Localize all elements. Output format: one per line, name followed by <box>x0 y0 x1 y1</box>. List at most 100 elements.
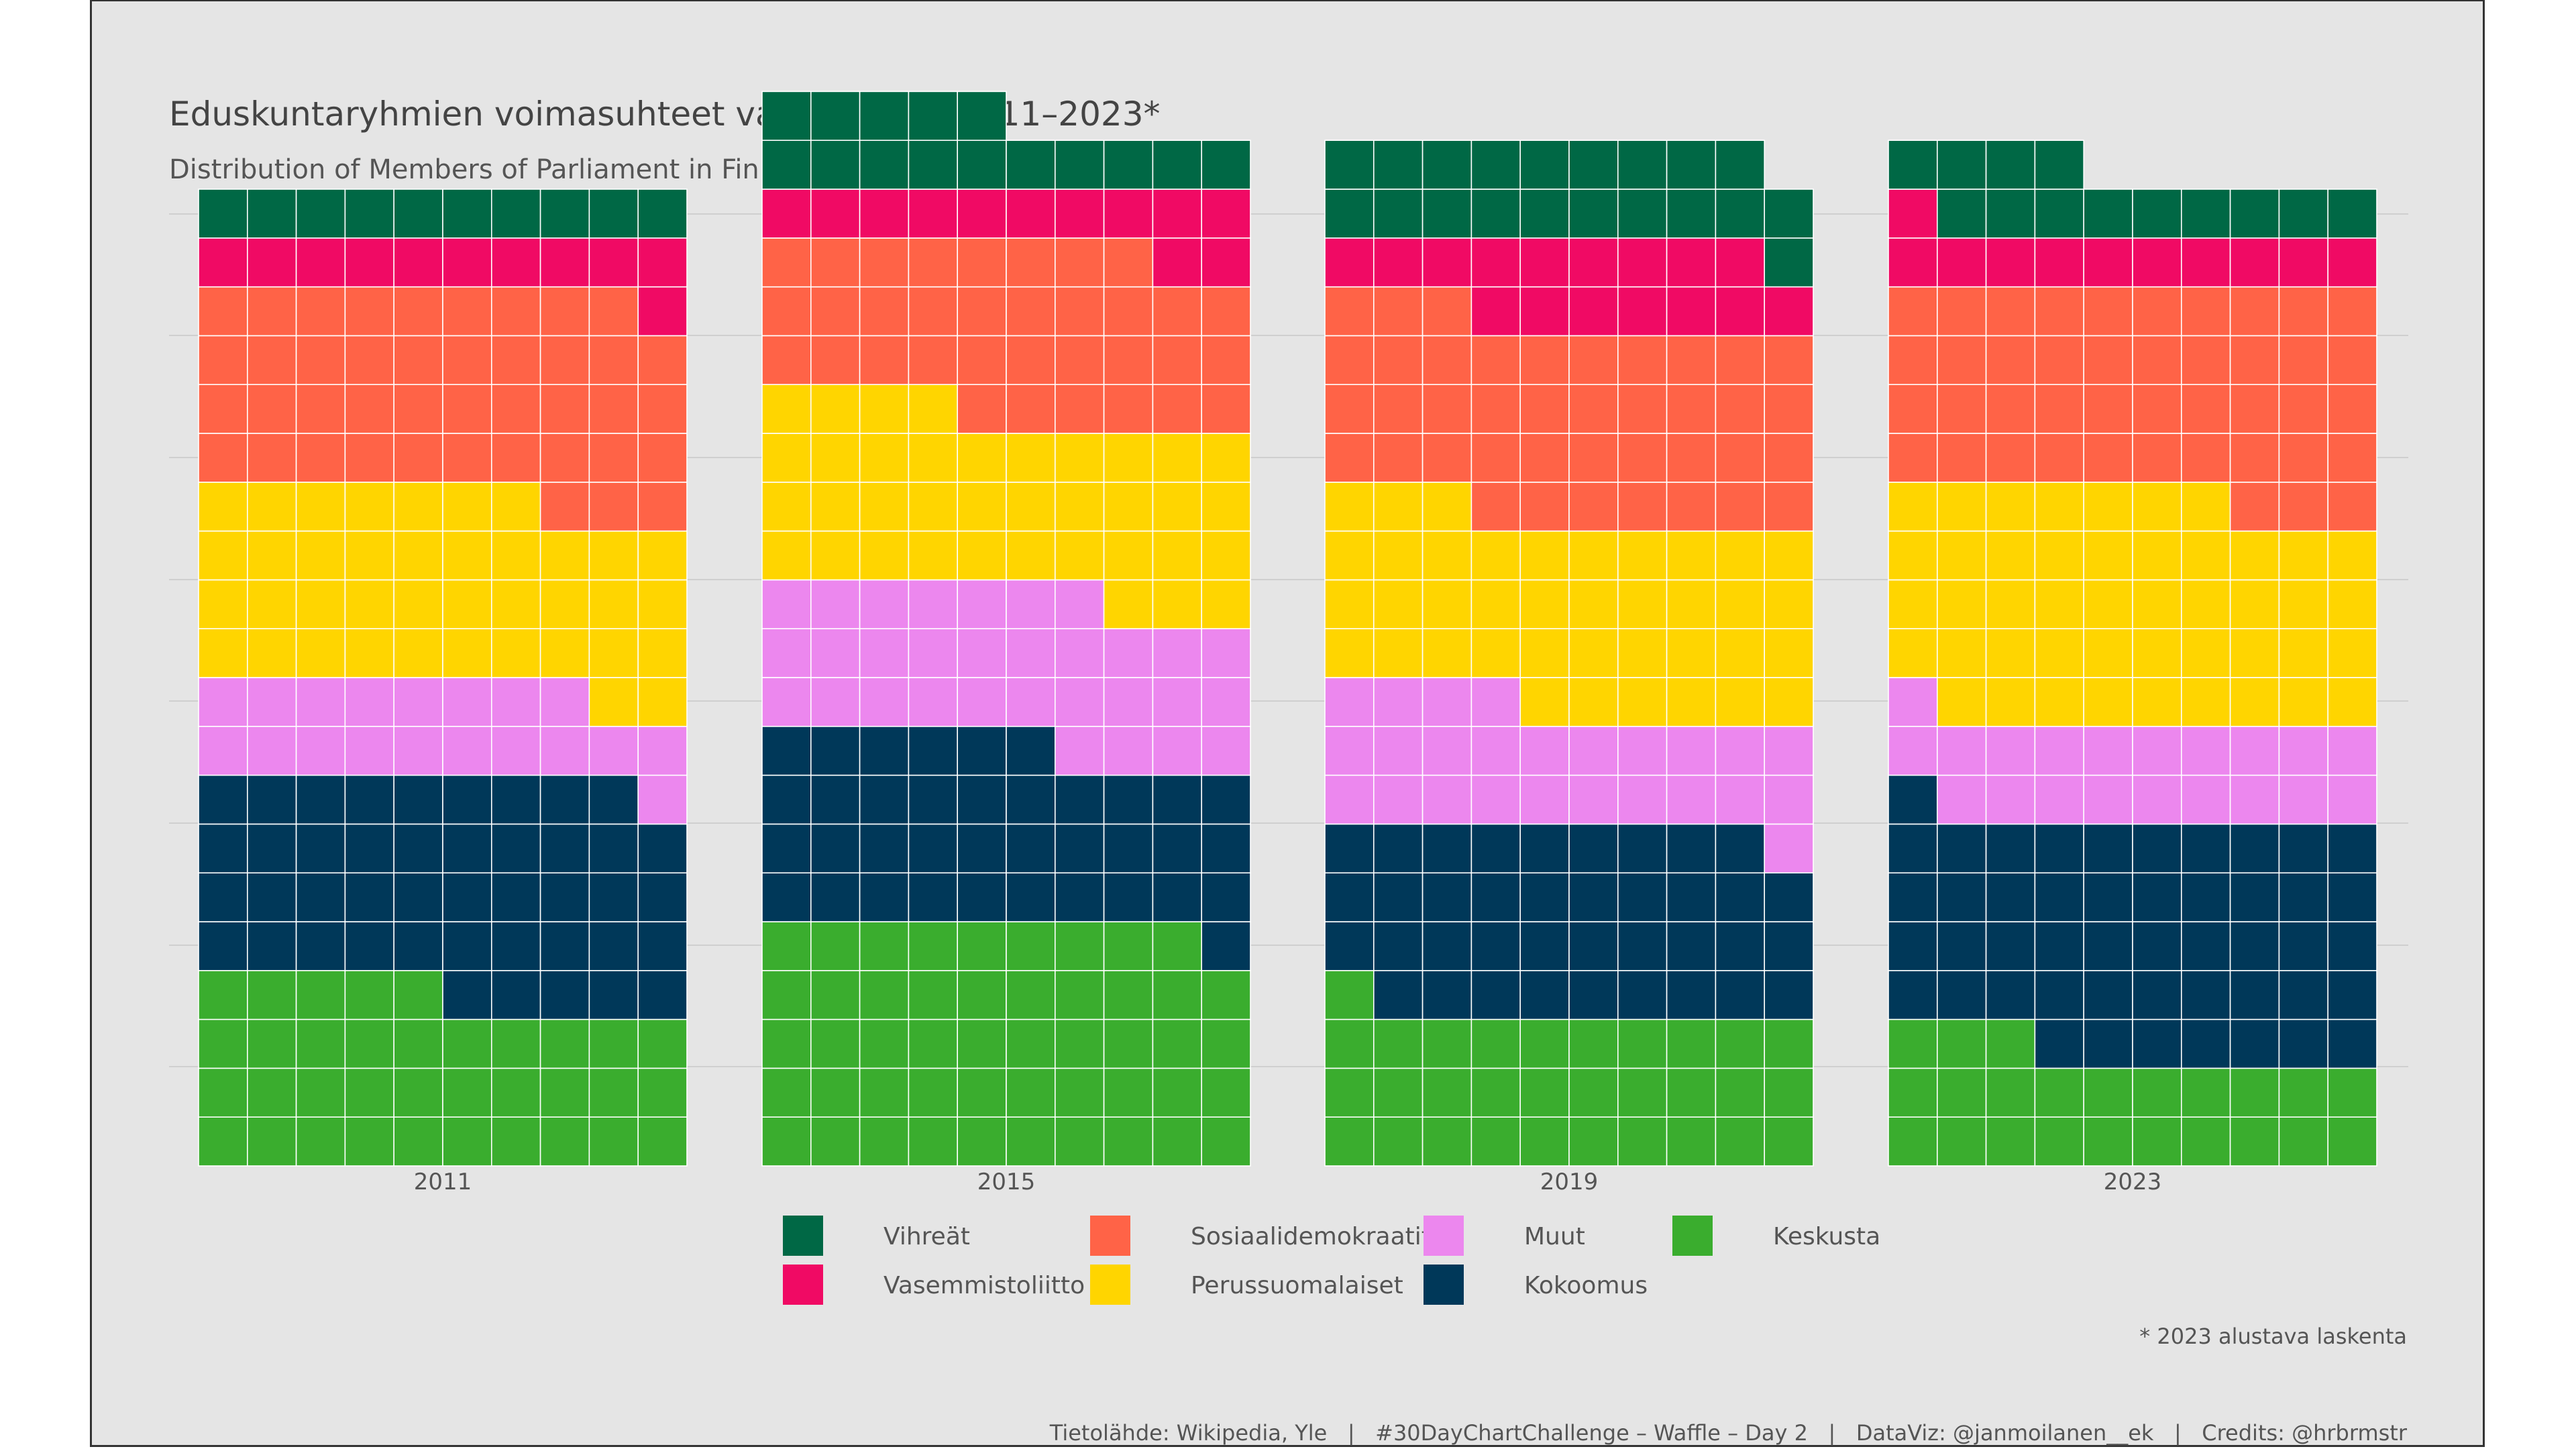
waffle-cell-sosiaalidemokraatit <box>1666 335 1717 385</box>
waffle-cell-keskusta <box>810 921 861 971</box>
waffle-cell-sosiaalidemokraatit <box>2034 335 2084 385</box>
waffle-cell-kokoomus <box>1055 872 1105 922</box>
waffle-cell-vasemmistoliitto <box>859 189 910 239</box>
waffle-cell-vihreat <box>637 189 688 239</box>
waffle-cell-perussuomalaiset <box>1764 628 1814 678</box>
waffle-cell-perussuomalaiset <box>1421 628 1472 678</box>
waffle-cell-kokoomus <box>810 823 861 874</box>
waffle-cell-kokoomus <box>490 970 541 1020</box>
waffle-cell-vihreat <box>1666 140 1717 190</box>
waffle-cell-vihreat <box>1470 189 1521 239</box>
waffle-cell-sosiaalidemokraatit <box>2181 384 2231 434</box>
waffle-cell-kokoomus <box>2229 921 2280 971</box>
waffle-cell-perussuomalaiset <box>2132 628 2182 678</box>
waffle-cell-keskusta <box>957 1067 1007 1118</box>
waffle-cell-sosiaalidemokraatit <box>1421 286 1472 337</box>
waffle-cell-sosiaalidemokraatit <box>1421 384 1472 434</box>
waffle-cell-sosiaalidemokraatit <box>1470 433 1521 483</box>
waffle-cell-vasemmistoliitto <box>2132 237 2182 288</box>
waffle-cell-vasemmistoliitto <box>1568 237 1619 288</box>
waffle-cell-kokoomus <box>637 921 688 971</box>
waffle-cell-kokoomus <box>344 774 395 825</box>
waffle-cell-perussuomalaiset <box>1937 481 1987 532</box>
waffle-cell-perussuomalaiset <box>761 433 812 483</box>
waffle-cell-muut <box>442 677 492 727</box>
waffle-cell-sosiaalidemokraatit <box>1470 335 1521 385</box>
waffle-cell-vasemmistoliitto <box>1568 286 1619 337</box>
waffle-cell-kokoomus <box>442 970 492 1020</box>
waffle-cell-vasemmistoliitto <box>1201 189 1251 239</box>
waffle-cell-kokoomus <box>2083 872 2133 922</box>
waffle-cell-muut <box>637 774 688 825</box>
waffle-cell-vihreat <box>393 189 443 239</box>
waffle-cell-perussuomalaiset <box>539 530 590 581</box>
waffle-cell-sosiaalidemokraatit <box>1985 286 2036 337</box>
waffle-cell-perussuomalaiset <box>2132 677 2182 727</box>
legend-label: Vasemmistoliitto <box>883 1272 1085 1299</box>
waffle-cell-kokoomus <box>344 872 395 922</box>
waffle-cell-kokoomus <box>2034 823 2084 874</box>
waffle-cell-sosiaalidemokraatit <box>1985 384 2036 434</box>
waffle-cell-sosiaalidemokraatit <box>2083 384 2133 434</box>
waffle-cell-sosiaalidemokraatit <box>198 335 248 385</box>
waffle-cell-kokoomus <box>393 823 443 874</box>
waffle-cell-keskusta <box>908 970 959 1020</box>
waffle-cell-muut <box>1519 774 1570 825</box>
waffle-cell-sosiaalidemokraatit <box>1152 335 1203 385</box>
waffle-cell-kokoomus <box>1373 823 1424 874</box>
waffle-cell-keskusta <box>1055 970 1105 1020</box>
waffle-cell-sosiaalidemokraatit <box>588 384 639 434</box>
waffle-cell-vihreat <box>588 189 639 239</box>
waffle-cell-muut <box>246 677 297 727</box>
waffle-cell-sosiaalidemokraatit <box>1006 286 1056 337</box>
waffle-cell-perussuomalaiset <box>908 481 959 532</box>
waffle-cell-kokoomus <box>1888 921 1938 971</box>
waffle-cell-kokoomus <box>1470 872 1521 922</box>
waffle-cell-keskusta <box>1152 1018 1203 1069</box>
waffle-cell-muut <box>957 677 1007 727</box>
waffle-cell-perussuomalaiset <box>2034 481 2084 532</box>
waffle-cell-muut <box>1617 726 1668 776</box>
waffle-cell-muut <box>859 579 910 630</box>
waffle-cell-keskusta <box>1470 1067 1521 1118</box>
waffle-cell-sosiaalidemokraatit <box>295 335 346 385</box>
waffle-cell-kokoomus <box>1617 872 1668 922</box>
waffle-cell-muut <box>1937 726 1987 776</box>
waffle-cell-kokoomus <box>295 774 346 825</box>
waffle-cell-sosiaalidemokraatit <box>2132 286 2182 337</box>
waffle-cell-muut <box>2278 726 2328 776</box>
waffle-cell-sosiaalidemokraatit <box>1568 335 1619 385</box>
waffle-cell-perussuomalaiset <box>1985 677 2036 727</box>
waffle-cell-kokoomus <box>1764 921 1814 971</box>
waffle-cell-perussuomalaiset <box>2181 579 2231 630</box>
waffle-cell-perussuomalaiset <box>1201 530 1251 581</box>
waffle-cell-perussuomalaiset <box>1764 530 1814 581</box>
waffle-cell-keskusta <box>637 1067 688 1118</box>
waffle-cell-perussuomalaiset <box>1055 530 1105 581</box>
waffle-cell-keskusta <box>442 1116 492 1167</box>
waffle-cell-vihreat <box>2132 189 2182 239</box>
waffle-cell-perussuomalaiset <box>1152 481 1203 532</box>
waffle-cell-muut <box>957 628 1007 678</box>
waffle-cell-kokoomus <box>1201 823 1251 874</box>
waffle-cell-perussuomalaiset <box>1519 677 1570 727</box>
waffle-cell-perussuomalaiset <box>539 579 590 630</box>
waffle-cell-keskusta <box>1152 921 1203 971</box>
waffle-cell-vasemmistoliitto <box>1421 237 1472 288</box>
waffle-cell-perussuomalaiset <box>1201 433 1251 483</box>
waffle-cell-perussuomalaiset <box>2132 481 2182 532</box>
waffle-cell-sosiaalidemokraatit <box>1666 481 1717 532</box>
waffle-cell-kokoomus <box>908 872 959 922</box>
waffle-cell-perussuomalaiset <box>810 384 861 434</box>
waffle-cell-kokoomus <box>810 872 861 922</box>
waffle-cell-perussuomalaiset <box>1715 579 1765 630</box>
waffle-cell-perussuomalaiset <box>344 628 395 678</box>
waffle-cell-sosiaalidemokraatit <box>1568 433 1619 483</box>
waffle-cell-muut <box>2229 726 2280 776</box>
waffle-cell-keskusta <box>1324 970 1375 1020</box>
waffle-cell-keskusta <box>2278 1067 2328 1118</box>
waffle-cell-vasemmistoliitto <box>539 237 590 288</box>
waffle-cell-kokoomus <box>908 823 959 874</box>
waffle-cell-kokoomus <box>2278 1018 2328 1069</box>
waffle-cell-sosiaalidemokraatit <box>761 237 812 288</box>
